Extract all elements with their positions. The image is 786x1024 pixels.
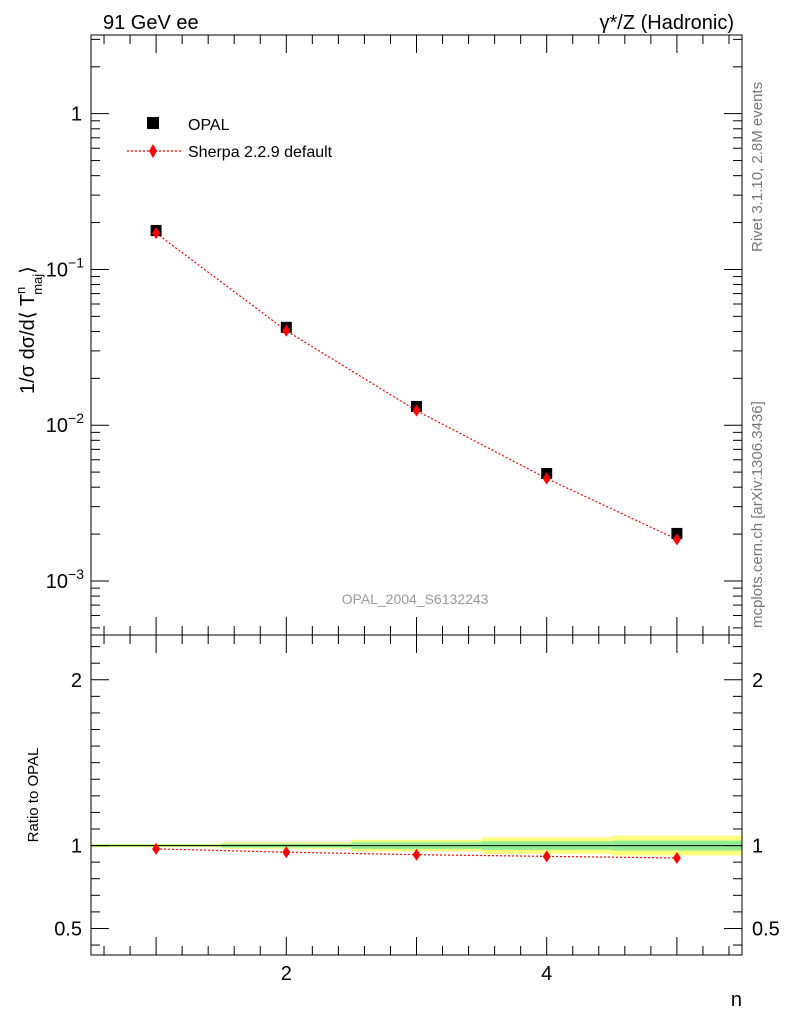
rivet-version-label: Rivet 3.1.10, 2.8M events [749,82,766,252]
legend: OPAL Sherpa 2.2.9 default [127,117,333,161]
ratio-ticks [91,635,742,955]
sherpa-ratio-point [672,852,681,865]
main-ticks [91,35,742,635]
x-tick-label: 4 [541,963,552,985]
legend-sherpa-marker [149,144,157,158]
ratio-y-tick-label-left: 0.5 [54,918,82,940]
ratio-y-tick-labels: 0.5 0.5 1 1 2 2 [54,670,780,941]
ratio-y-tick-label-left: 1 [71,836,82,858]
title-left: 91 GeV ee [103,12,199,34]
sherpa-main-point [282,324,291,337]
sherpa-main-point [412,404,421,417]
analysis-watermark: OPAL_2004_S6132243 [342,591,489,607]
main-y-axis-label: 1/σ dσ/d⟨ Tn maj⟩ [13,266,45,394]
mcplots-label: mcplots.cern.ch [arXiv:1306.3436] [749,401,766,628]
sherpa-main-point [672,533,681,546]
main-y-tick-label: 10−1 [46,254,84,281]
sherpa-ratio-point [282,846,291,859]
sherpa-main-line [155,232,678,540]
main-y-tick-label: 1 [71,104,82,126]
ratio-data-layer [152,842,681,865]
ylabel-main: 1/σ dσ/d⟨ T [17,294,39,394]
ratio-y-tick-label-right: 1 [752,836,763,858]
legend-opal-label: OPAL [188,117,230,134]
ratio-y-axis-label: Ratio to OPAL [25,748,42,843]
sherpa-ratio-point [152,842,161,855]
ylabel-superscript: n [13,287,28,294]
sherpa-main-point [152,227,161,240]
sherpa-ratio-point [542,850,551,863]
ratio-y-tick-label-left: 2 [71,670,82,692]
ratio-y-tick-label-right: 2 [752,670,763,692]
main-y-tick-label: 10−3 [46,566,84,593]
x-axis-label: n [731,989,742,1011]
main-data-layer [150,224,683,546]
title-right: γ*/Z (Hadronic) [600,12,734,34]
main-y-tick-label: 10−2 [46,410,84,437]
legend-sherpa-label: Sherpa 2.2.9 default [188,144,333,161]
legend-opal-marker [147,117,159,129]
main-panel: 1 10−1 10−2 10−3 1/σ dσ/d⟨ Tn maj⟩ OPAL_2004… [13,34,743,636]
main-y-tick-labels: 1 10−1 10−2 10−3 [46,104,84,593]
ylabel-suffix: ⟩ [17,266,39,274]
sherpa-main-point [542,472,551,485]
ratio-y-tick-label-right: 0.5 [752,918,780,940]
sherpa-ratio-point [412,848,421,861]
ratio-frame [90,634,743,956]
x-tick-label: 2 [281,963,292,985]
ylabel-subscript: maj [30,274,45,295]
